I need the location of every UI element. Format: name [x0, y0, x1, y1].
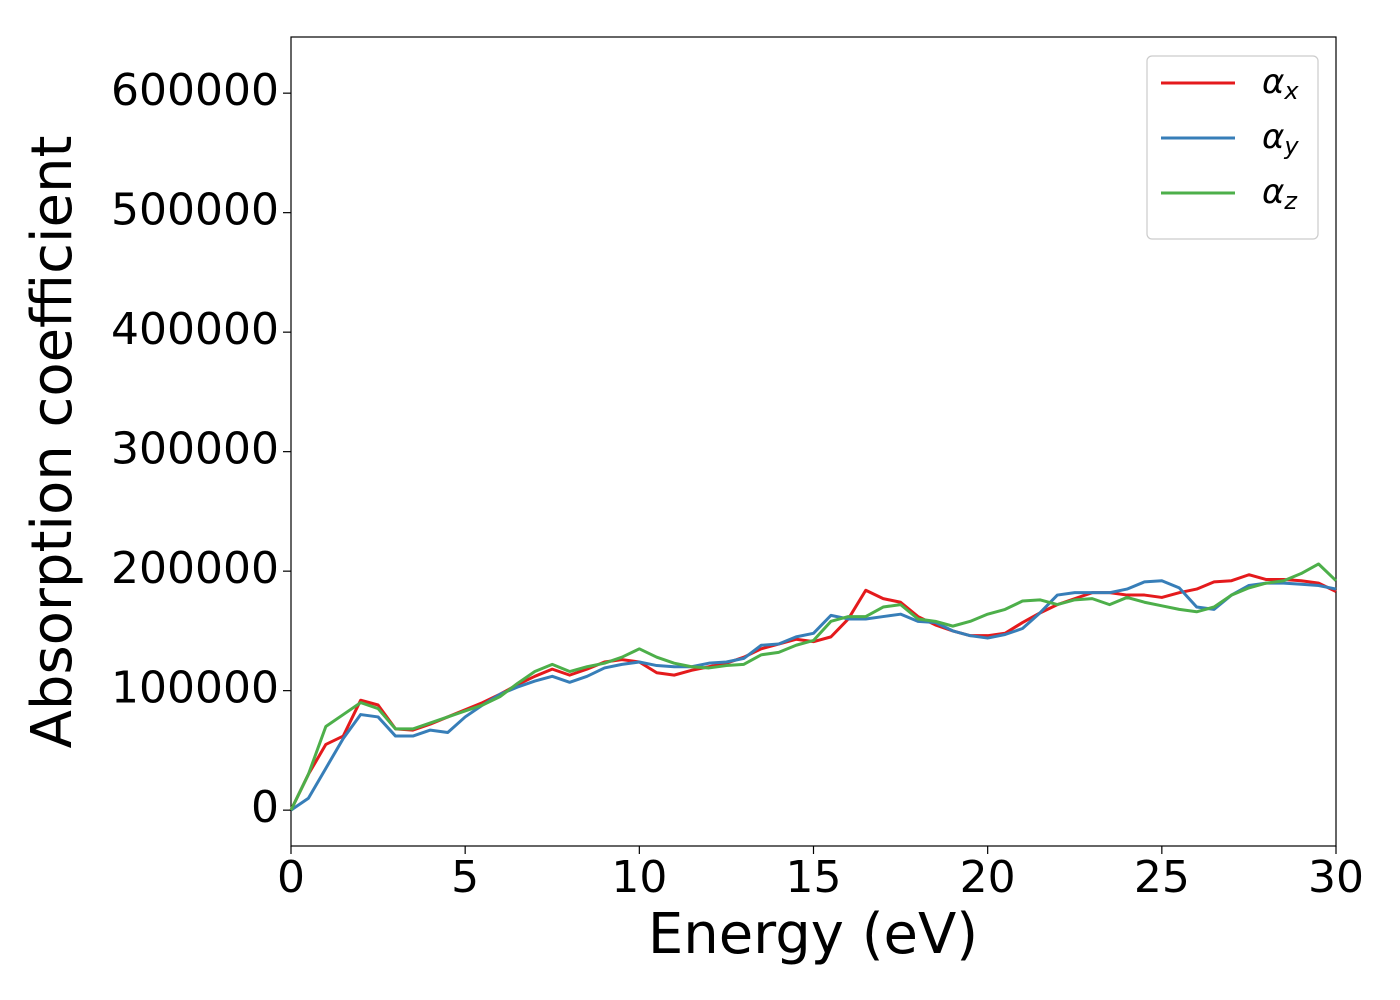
- y-axis-label: Absorption coefficient: [20, 136, 85, 749]
- y-tick-label: 400000: [111, 304, 279, 355]
- y-tick-label: 0: [251, 782, 279, 833]
- x-axis-label: Energy (eV): [648, 902, 978, 967]
- x-tick-label: 20: [960, 852, 1016, 903]
- y-tick-label: 500000: [111, 185, 279, 236]
- series-line: [290, 579, 1337, 812]
- y-tick-label: 600000: [111, 65, 279, 116]
- legend-label: αz: [1262, 172, 1298, 216]
- y-tick-label: 300000: [111, 424, 279, 475]
- x-tick-label: 0: [277, 852, 305, 903]
- y-tick-label: 100000: [111, 663, 279, 714]
- y-tick-label: 200000: [111, 543, 279, 594]
- legend-label: αx: [1262, 62, 1299, 106]
- x-tick-label: 15: [786, 852, 842, 903]
- x-tick-label: 30: [1308, 852, 1364, 903]
- series-line: [289, 562, 1338, 811]
- x-tick-label: 10: [611, 852, 667, 903]
- x-tick-label: 25: [1134, 852, 1190, 903]
- legend-label: αy: [1262, 117, 1299, 161]
- x-tick-label: 5: [451, 852, 479, 903]
